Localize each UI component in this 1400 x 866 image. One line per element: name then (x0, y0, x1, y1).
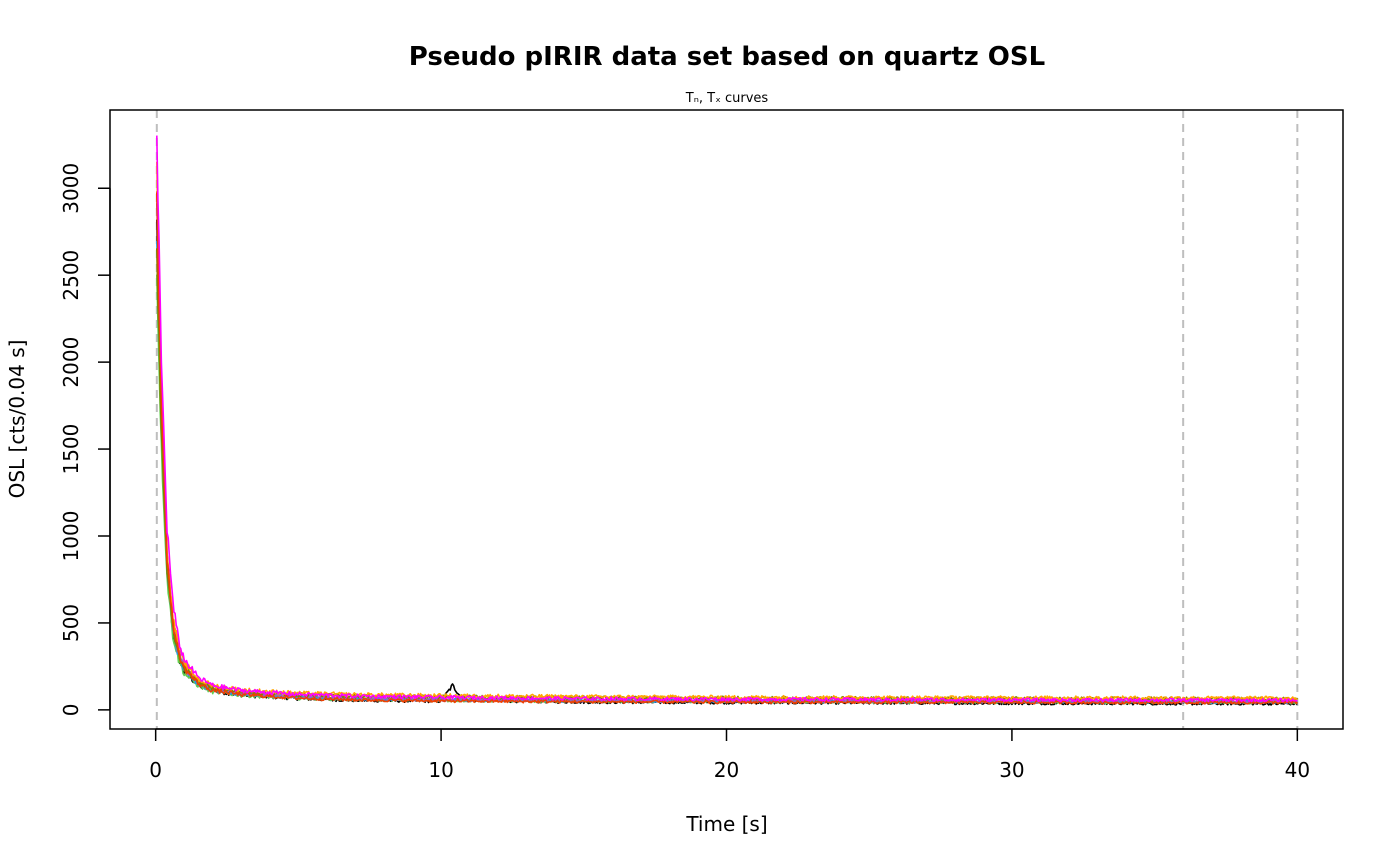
reference-lines (155, 110, 1299, 729)
y-tick-label: 2500 (59, 250, 83, 301)
y-tick-label: 500 (59, 604, 83, 642)
series-line-3 (156, 241, 1298, 705)
series-line-5 (156, 248, 1299, 702)
x-tick-label: 30 (999, 758, 1024, 782)
series-line-2 (156, 274, 1298, 705)
series-line-6 (156, 161, 1298, 701)
series-line-0 (156, 219, 1298, 706)
y-axis: 0 500 1000 1500 2000 2500 3000 (59, 163, 111, 717)
series-line-4 (156, 203, 1298, 704)
y-tick-label: 1500 (59, 424, 83, 475)
y-tick-label: 1000 (59, 511, 83, 562)
x-tick-label: 10 (428, 758, 453, 782)
series-group (156, 135, 1299, 706)
chart-subtitle: Tₙ, Tₓ curves (685, 91, 769, 106)
y-tick-label: 0 (59, 704, 83, 717)
series-line-1 (156, 191, 1298, 705)
x-tick-label: 0 (149, 758, 162, 782)
y-axis-label: OSL [cts/0.04 s] (5, 340, 29, 499)
x-axis: 0 10 20 30 40 (149, 728, 1310, 782)
plot-frame (109, 109, 1344, 730)
x-tick-label: 20 (714, 758, 739, 782)
y-tick-label: 2000 (59, 337, 83, 388)
series-line-8 (156, 135, 1298, 703)
x-axis-label: Time [s] (685, 812, 767, 836)
chart-title: Pseudo pIRIR data set based on quartz OS… (409, 42, 1045, 72)
series-line-7 (156, 192, 1298, 705)
x-tick-label: 40 (1285, 758, 1310, 782)
plot-area (155, 110, 1299, 729)
y-tick-label: 3000 (59, 163, 83, 214)
